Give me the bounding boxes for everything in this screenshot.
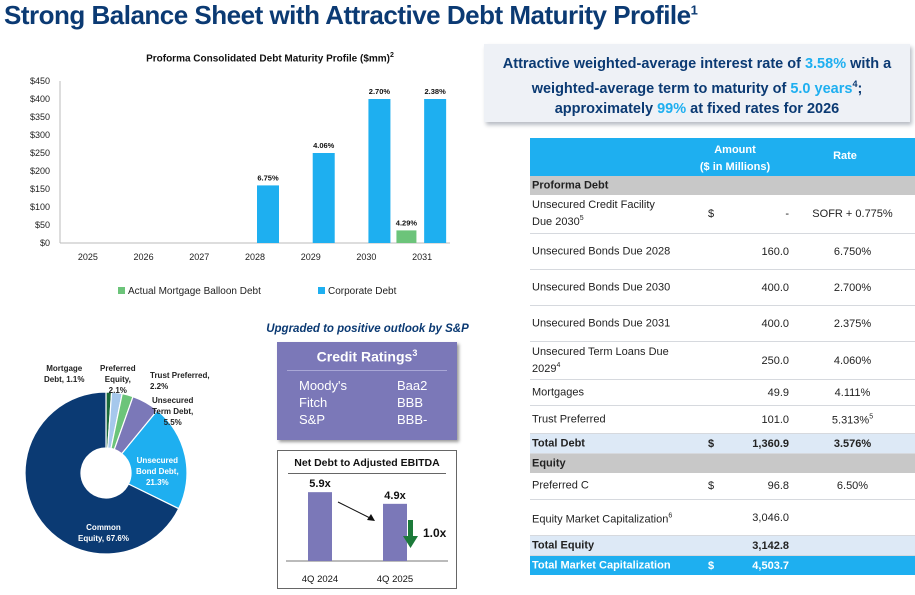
page-title: Strong Balance Sheet with Attractive Deb… — [4, 0, 698, 30]
rating-fitch: BBB — [397, 395, 424, 410]
ebitda-bar-4Q-2025 — [383, 503, 407, 561]
legend-swatch — [118, 287, 125, 294]
agency-moodys: Moody's — [299, 378, 348, 393]
table-row: Trust Preferred 101.0 5.313%5 — [530, 406, 915, 434]
agency-sp: S&P — [299, 412, 326, 427]
y-tick-label: $400 — [30, 94, 50, 104]
y-tick-label: $450 — [30, 76, 50, 86]
ebitda-bar-4Q-2024 — [308, 492, 332, 561]
x-tick-label: 2028 — [245, 252, 265, 262]
data-label-mortgage-2030: 4.29% — [396, 218, 418, 227]
table-row: Unsecured Bonds Due 2031 400.0 2.375% — [530, 306, 915, 342]
y-tick-label: $350 — [30, 112, 50, 122]
data-label-corporate-2031: 2.38% — [425, 87, 447, 96]
bar-corporate-2030 — [368, 99, 391, 243]
ebitda-chart: 5.9x 4Q 2024 4.9x 4Q 2025 1.0x — [286, 478, 448, 585]
total-market-cap-row: Total Market Capitalization $4,503.7 — [530, 556, 915, 575]
table-row: Unsecured Credit Facility Due 20305 $ - SOF… — [530, 195, 915, 234]
pie-label-preferred: Preferred Equity, 2.1% — [100, 364, 136, 395]
total-equity-row: Total Equity 3,142.8 — [530, 536, 915, 556]
y-tick-label: $300 — [30, 130, 50, 140]
bar-corporate-2029 — [312, 153, 335, 243]
pie-label-common-equity: Common Equity, 67.6% — [78, 523, 129, 543]
debt-maturity-chart: $0 $50 $100 $150 $200 $250 $300 $350 $400 $450 202… — [30, 76, 450, 262]
ebitda-value-label: 4.9x — [384, 490, 406, 502]
data-label-corporate-2029: 4.06% — [313, 141, 335, 150]
x-tick-label: 2031 — [412, 252, 432, 262]
data-label-corporate-2030: 2.70% — [369, 87, 391, 96]
divider — [288, 473, 446, 474]
ratings-title: Credit Ratings3 — [316, 348, 418, 365]
pie-label-term-debt: Unsecured Term Debt, 5.5% — [152, 396, 194, 427]
x-tick-label: 2026 — [134, 252, 154, 262]
table-row: Mortgages 49.9 4.111% — [530, 380, 915, 406]
ebitda-period-label: 4Q 2025 — [377, 574, 413, 585]
pie-slice-unsecured-bond-debt — [120, 409, 188, 510]
section-proforma-debt: Proforma Debt — [530, 176, 915, 195]
capitalization-table: Amount ($ in Millions) Rate Proforma Debt… — [530, 138, 915, 575]
data-label-corporate-2028: 6.75% — [257, 173, 279, 182]
pie-label-trust-preferred: Trust Preferred, 2.2% — [150, 371, 210, 391]
rate-callout: Attractive weighted-average interest rat… — [484, 44, 910, 122]
rating-moodys: Baa2 — [397, 378, 428, 393]
table-row: Unsecured Bonds Due 2028 160.0 6.750% — [530, 234, 915, 270]
y-tick-label: $0 — [40, 238, 50, 248]
agency-fitch: Fitch — [299, 395, 328, 410]
legend-swatch — [318, 287, 325, 294]
ebitda-period-label: 4Q 2024 — [302, 574, 338, 585]
y-tick-label: $150 — [30, 184, 50, 194]
trend-arrowhead — [367, 514, 375, 521]
pie-label-mortgage: Mortgage Debt, 1.1% — [44, 364, 85, 384]
x-tick-label: 2030 — [356, 252, 376, 262]
pie-slice-common-equity — [24, 391, 180, 555]
ebitda-value-label: 5.9x — [309, 478, 331, 490]
table-row: Equity Market Capitalization6 3,046.0 — [530, 500, 915, 536]
bar-corporate-2028 — [257, 185, 279, 243]
pie-label-bond-debt: Unsecured Bond Debt, 21.3% — [136, 456, 179, 487]
bar-mortgage-2030 — [396, 230, 417, 243]
bar-corporate-2031 — [424, 99, 447, 243]
divider — [287, 370, 447, 371]
rating-sp: BBB- — [397, 412, 428, 427]
section-equity: Equity — [530, 454, 915, 473]
header-amount: Amount — [714, 144, 756, 156]
x-tick-label: 2025 — [78, 252, 98, 262]
trend-line — [337, 501, 373, 520]
header-rate: Rate — [833, 150, 857, 162]
ebitda-change-label: 1.0x — [423, 526, 447, 540]
ebitda-box: Net Debt to Adjusted EBITDA 5.9x 4Q 2024 4… — [277, 450, 457, 589]
total-debt-row: Total Debt $1,360.9 3.576% — [530, 434, 915, 454]
table-row: Unsecured Bonds Due 2030 400.0 2.700% — [530, 270, 915, 306]
decrease-arrow-shaft — [408, 520, 413, 536]
y-tick-label: $50 — [35, 220, 50, 230]
y-tick-label: $200 — [30, 166, 50, 176]
chart-title: Proforma Consolidated Debt Maturity Prof… — [146, 52, 394, 65]
ebitda-title: Net Debt to Adjusted EBITDA — [294, 457, 440, 469]
capital-structure-pie — [24, 391, 188, 555]
y-tick-label: $250 — [30, 148, 50, 158]
table-row: Preferred C $96.8 6.50% — [530, 473, 915, 500]
upgrade-note: Upgraded to positive outlook by S&P — [266, 323, 469, 335]
header-amount-unit: ($ in Millions) — [699, 161, 771, 173]
table-row: Unsecured Term Loans Due 20294 250.0 4.060… — [530, 342, 915, 380]
legend-corporate: Corporate Debt — [318, 286, 396, 297]
legend-mortgage: Actual Mortgage Balloon Debt — [118, 286, 261, 297]
decrease-arrow-icon — [403, 536, 418, 548]
y-tick-label: $100 — [30, 202, 50, 212]
x-tick-label: 2029 — [301, 252, 321, 262]
table-header: Amount ($ in Millions) Rate — [530, 138, 915, 176]
credit-ratings-box: Credit Ratings3 Moody's Baa2 Fitch BBB S… — [277, 342, 457, 440]
x-tick-label: 2027 — [189, 252, 209, 262]
